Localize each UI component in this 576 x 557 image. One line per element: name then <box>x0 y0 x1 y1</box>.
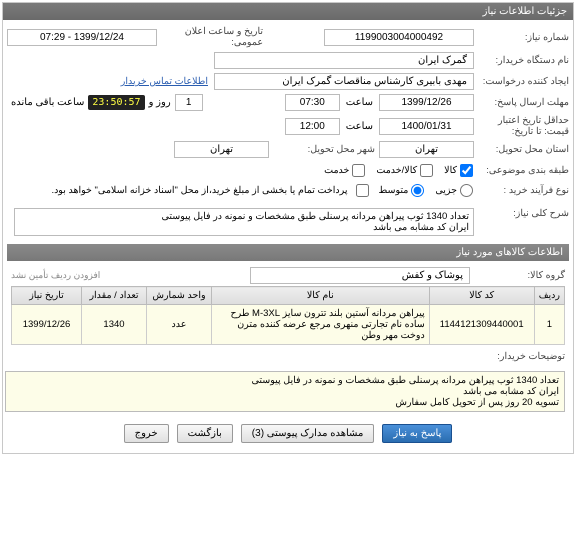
group-field: پوشاک و کفش <box>250 267 470 284</box>
cell-qty: 1340 <box>82 305 147 345</box>
buyer-notes-field: تعداد 1340 ثوب پیراهن مردانه پرسنلی طبق … <box>5 371 565 412</box>
cat-service-label: کالا/خدمت <box>376 165 417 176</box>
category-radio-group: کالا کالا/خدمت خدمت <box>324 164 474 177</box>
group-label: گروه کالا: <box>470 270 565 281</box>
days-label: روز و <box>145 97 175 108</box>
items-section-title: اطلاعات کالاهای مورد نیاز <box>7 244 569 261</box>
creator-label: ایجاد کننده درخواست: <box>474 76 569 87</box>
col-code: کد کالا <box>429 287 534 305</box>
time-label-1: ساعت <box>340 97 379 108</box>
col-qty: تعداد / مقدار <box>82 287 147 305</box>
deadline-label: مهلت ارسال پاسخ: <box>474 97 569 108</box>
row-buyer-notes: توضیحات خریدار: <box>11 349 565 369</box>
countdown-timer: 23:50:57 <box>88 95 144 110</box>
validity-label: حداقل تاریخ اعتبار قیمت: تا تاریخ: <box>474 115 569 137</box>
cell-name: پیراهن مردانه آستین بلند تترون سایز M-3X… <box>212 305 430 345</box>
respond-button[interactable]: پاسخ به نیاز <box>382 424 452 443</box>
buyer-contact-link[interactable]: اطلاعات تماس خریدار <box>121 76 208 87</box>
category-label: طبقه بندی موضوعی: <box>474 165 569 176</box>
table-header-row: ردیف کد کالا نام کالا واحد شمارش تعداد /… <box>12 287 565 305</box>
panel-title: جزئیات اطلاعات نیاز <box>3 3 573 20</box>
need-number-field: 1199003004000492 <box>324 29 474 46</box>
items-section: اطلاعات کالاهای مورد نیاز گروه کالا: پوش… <box>7 244 569 418</box>
purchase-type-radio-group: جزیی متوسط <box>378 184 474 197</box>
buyer-org-label: نام دستگاه خریدار: <box>474 55 569 66</box>
delivery-state-field: تهران <box>379 141 474 158</box>
validity-date-field: 1400/01/31 <box>379 118 474 135</box>
need-number-label: شماره نیاز: <box>474 32 569 43</box>
cat-service-check[interactable] <box>419 164 434 177</box>
col-row: ردیف <box>534 287 564 305</box>
payment-note: پرداخت تمام یا بخشی از مبلغ خرید،از محل … <box>51 185 347 196</box>
exit-button[interactable]: خروج <box>124 424 169 443</box>
row-validity: حداقل تاریخ اعتبار قیمت: تا تاریخ: 1400/… <box>7 113 569 139</box>
pt-medium-label: متوسط <box>378 185 408 196</box>
delivery-state-label: استان محل تحویل: <box>474 144 569 155</box>
panel-body: شماره نیاز: 1199003004000492 تاریخ و ساع… <box>3 20 573 453</box>
cell-unit: عدد <box>147 305 212 345</box>
row-deadline: مهلت ارسال پاسخ: 1399/12/26 ساعت 07:30 1… <box>7 92 569 113</box>
cell-date: 1399/12/26 <box>12 305 82 345</box>
items-table: ردیف کد کالا نام کالا واحد شمارش تعداد /… <box>11 286 565 345</box>
creator-field: مهدی بابیری کارشناس مناقصات گمرک ایران <box>214 73 474 90</box>
row-description: شرح کلی نیاز: تعداد 1340 ثوب پیراهن مردا… <box>7 206 569 238</box>
buyer-org-field: گمرک ایران <box>214 52 474 69</box>
attachments-button[interactable]: مشاهده مدارک پیوستی (3) <box>241 424 375 443</box>
remaining-label: ساعت باقی مانده <box>7 97 88 108</box>
buyer-notes-label: توضیحات خریدار: <box>470 351 565 362</box>
row-category: طبقه بندی موضوعی: کالا کالا/خدمت خدمت <box>7 160 569 180</box>
row-creator: ایجاد کننده درخواست: مهدی بابیری کارشناس… <box>7 71 569 92</box>
public-announce-label: تاریخ و ساعت اعلان عمومی: <box>157 26 267 48</box>
purchase-type-label: نوع فرآیند خرید : <box>474 185 569 196</box>
row-need-number: شماره نیاز: 1199003004000492 تاریخ و ساع… <box>7 24 569 50</box>
col-name: نام کالا <box>212 287 430 305</box>
days-field: 1 <box>175 94 203 111</box>
main-panel: جزئیات اطلاعات نیاز شماره نیاز: 11990030… <box>2 2 574 454</box>
cell-row: 1 <box>534 305 564 345</box>
deadline-date-field: 1399/12/26 <box>379 94 474 111</box>
cat-service-only-check[interactable] <box>351 164 366 177</box>
cat-goods-check[interactable] <box>459 164 474 177</box>
col-unit: واحد شمارش <box>147 287 212 305</box>
pt-small-radio[interactable] <box>459 184 474 197</box>
row-group: گروه کالا: پوشاک و کفش افزودن ردیف تأمین… <box>11 265 565 286</box>
delivery-city-field: تهران <box>174 141 269 158</box>
payment-note-check[interactable] <box>355 184 370 197</box>
public-announce-field: 1399/12/24 - 07:29 <box>7 29 157 46</box>
button-row: پاسخ به نیاز مشاهده مدارک پیوستی (3) باز… <box>7 418 569 449</box>
back-button[interactable]: بازگشت <box>177 424 233 443</box>
row-delivery-location: استان محل تحویل: تهران شهر محل تحویل: ته… <box>7 139 569 160</box>
row-buyer-org: نام دستگاه خریدار: گمرک ایران <box>7 50 569 71</box>
cell-code: 1144121309440001 <box>429 305 534 345</box>
deadline-time-field: 07:30 <box>285 94 340 111</box>
desc-field: تعداد 1340 ثوب پیراهن مردانه پرسنلی طبق … <box>14 208 474 236</box>
row-purchase-type: نوع فرآیند خرید : جزیی متوسط پرداخت تمام… <box>7 180 569 200</box>
pt-medium-radio[interactable] <box>410 184 425 197</box>
pt-small-label: جزیی <box>435 185 457 196</box>
table-row: 1 1144121309440001 پیراهن مردانه آستین ب… <box>12 305 565 345</box>
col-date: تاریخ نیاز <box>12 287 82 305</box>
items-section-body: گروه کالا: پوشاک و کفش افزودن ردیف تأمین… <box>7 261 569 418</box>
add-item-link: افزودن ردیف تأمین نشد <box>11 270 100 281</box>
desc-label: شرح کلی نیاز: <box>474 208 569 219</box>
cat-service-only-label: خدمت <box>324 165 349 176</box>
cat-goods-label: کالا <box>444 165 457 176</box>
delivery-city-label: شهر محل تحویل: <box>269 144 379 155</box>
time-label-2: ساعت <box>340 121 379 132</box>
validity-time-field: 12:00 <box>285 118 340 135</box>
